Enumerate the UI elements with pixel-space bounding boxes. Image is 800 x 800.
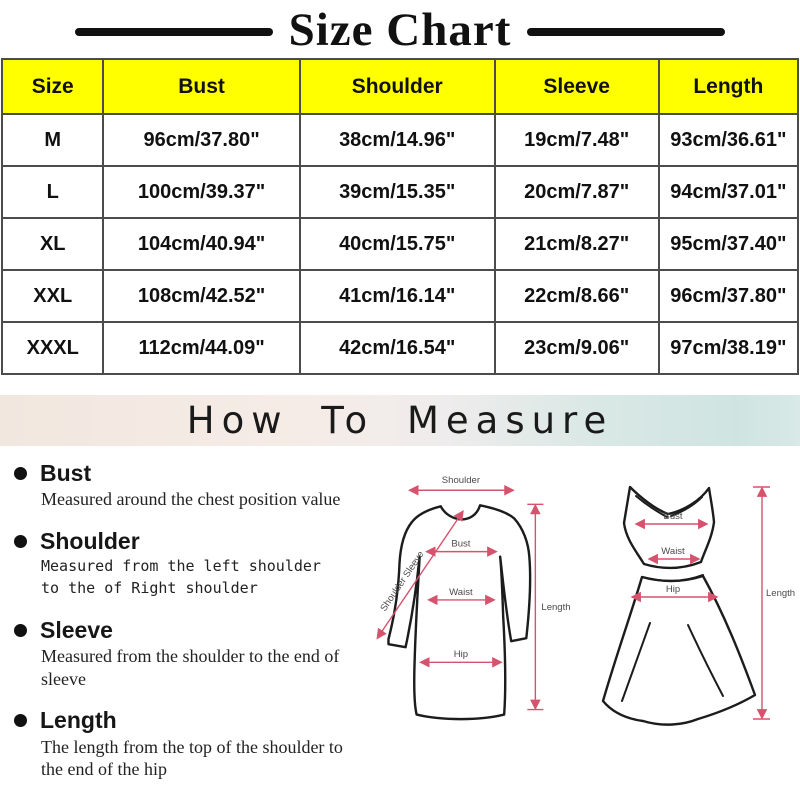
cell-sleeve: 23cm/9.06": [493, 321, 660, 375]
term-row: Length: [14, 707, 350, 733]
how-to-measure-banner: How To Measure: [0, 395, 800, 446]
cell-shoulder: 39cm/15.35": [298, 165, 496, 219]
page-title-row: Size Chart: [0, 2, 800, 58]
waist-label: Waist: [449, 587, 473, 598]
table-row: XXL 108cm/42.52" 41cm/16.14" 22cm/8.66" …: [0, 269, 800, 323]
length-arrow: Length: [753, 486, 795, 720]
measure-instruction-list: Bust Measured around the chest position …: [14, 460, 350, 798]
dress-diagram-sleeveless: Bust Waist Hip Length: [601, 485, 795, 726]
table-row: L 100cm/39.37" 39cm/15.35" 20cm/7.87" 94…: [0, 165, 800, 219]
cell-bust: 96cm/37.80": [102, 113, 301, 167]
bust-label: Bust: [663, 511, 682, 522]
dress-outline: [387, 504, 532, 721]
hip-arrow: Hip: [630, 584, 719, 603]
table-row: XL 104cm/40.94" 40cm/15.75" 21cm/8.27" 9…: [0, 217, 800, 271]
header-bust: Bust: [102, 58, 301, 115]
cell-sleeve: 22cm/8.66": [493, 269, 660, 323]
cell-size: XXXL: [0, 321, 105, 375]
page-title: Size Chart: [288, 3, 512, 56]
title-left-rule: [74, 28, 273, 36]
header-length: Length: [657, 58, 800, 115]
bullet-icon: [14, 714, 27, 728]
waist-label: Waist: [661, 546, 685, 557]
cell-shoulder: 41cm/16.14": [298, 269, 496, 323]
cell-length: 97cm/38.19": [657, 321, 800, 375]
cell-bust: 100cm/39.37": [102, 165, 301, 219]
cell-shoulder: 42cm/16.54": [298, 321, 496, 375]
bullet-icon: [14, 534, 27, 548]
term-row: Shoulder: [14, 528, 350, 554]
shoulder-arrow: Shoulder: [408, 475, 515, 496]
bust-arrow: Bust: [634, 511, 709, 530]
neckline-trim: [670, 496, 703, 517]
cell-bust: 108cm/42.52": [102, 269, 301, 323]
bullet-icon: [14, 466, 27, 480]
skirt-fold-line: [687, 624, 724, 697]
hip-arrow: Hip: [419, 649, 503, 668]
header-sleeve: Sleeve: [493, 58, 660, 115]
cell-bust: 104cm/40.94": [102, 217, 301, 271]
hip-label: Hip: [666, 584, 680, 595]
cell-length: 96cm/37.80": [657, 269, 800, 323]
neckline-trim: [635, 495, 668, 518]
term-row: Sleeve: [14, 617, 350, 643]
header-shoulder: Shoulder: [298, 58, 496, 115]
skirt-fold-line: [621, 622, 651, 702]
cell-length: 95cm/37.40": [657, 217, 800, 271]
measure-item-bust: Bust Measured around the chest position …: [14, 460, 350, 511]
measure-item-sleeve: Sleeve Measured from the shoulder to the…: [14, 617, 350, 690]
waist-arrow: Waist: [427, 587, 496, 606]
cell-sleeve: 20cm/7.87": [493, 165, 660, 219]
cell-length: 94cm/37.01": [657, 165, 800, 219]
cell-sleeve: 19cm/7.48": [493, 113, 660, 167]
term-row: Bust: [14, 460, 350, 486]
cell-size: XL: [0, 217, 105, 271]
how-to-measure-title: How To Measure: [186, 399, 614, 442]
cell-size: XXL: [0, 269, 105, 323]
term-label: Sleeve: [40, 616, 113, 643]
cell-shoulder: 40cm/15.75": [298, 217, 496, 271]
term-description: Measured around the chest position value: [41, 489, 341, 510]
bullet-icon: [14, 623, 27, 637]
bust-arrow: Bust: [425, 539, 498, 557]
shoulder-label: Shoulder: [442, 475, 481, 486]
skirt-outline: [601, 574, 757, 726]
cell-sleeve: 21cm/8.27": [493, 217, 660, 271]
term-label: Shoulder: [40, 527, 140, 554]
term-description: Measured from the shoulder to the end of…: [41, 646, 340, 689]
header-size: Size: [0, 58, 105, 115]
measure-item-shoulder: Shoulder Measured from the left shoulder…: [14, 528, 350, 600]
cell-bust: 112cm/44.09": [102, 321, 301, 375]
term-label: Bust: [40, 460, 92, 486]
hip-label: Hip: [454, 649, 468, 660]
table-header-row: Size Bust Shoulder Sleeve Length: [0, 58, 800, 115]
title-right-rule: [527, 28, 726, 36]
size-table: Size Bust Shoulder Sleeve Length M 96cm/…: [0, 58, 800, 375]
length-label: Length: [766, 588, 795, 599]
table-row: M 96cm/37.80" 38cm/14.96" 19cm/7.48" 93c…: [0, 113, 800, 167]
waistband-line: [641, 574, 704, 582]
cell-size: L: [0, 165, 105, 219]
cell-size: M: [0, 113, 105, 167]
term-description: Measured from the left shoulder to the o…: [41, 557, 321, 598]
cell-shoulder: 38cm/14.96": [298, 113, 496, 167]
table-row: XXXL 112cm/44.09" 42cm/16.54" 23cm/9.06"…: [0, 321, 800, 375]
length-arrow: Length: [527, 503, 571, 711]
measure-item-length: Length The length from the top of the sh…: [14, 707, 350, 780]
term-label: Length: [40, 707, 117, 734]
waist-arrow: Waist: [647, 546, 701, 565]
length-label: Length: [541, 602, 570, 613]
term-description: The length from the top of the shoulder …: [41, 736, 343, 780]
dress-diagram-long-sleeve: Shoulder Shoulder Sleeve Bust Waist Hip …: [376, 475, 571, 721]
cell-length: 93cm/36.61": [657, 113, 800, 167]
bust-label: Bust: [451, 539, 470, 550]
